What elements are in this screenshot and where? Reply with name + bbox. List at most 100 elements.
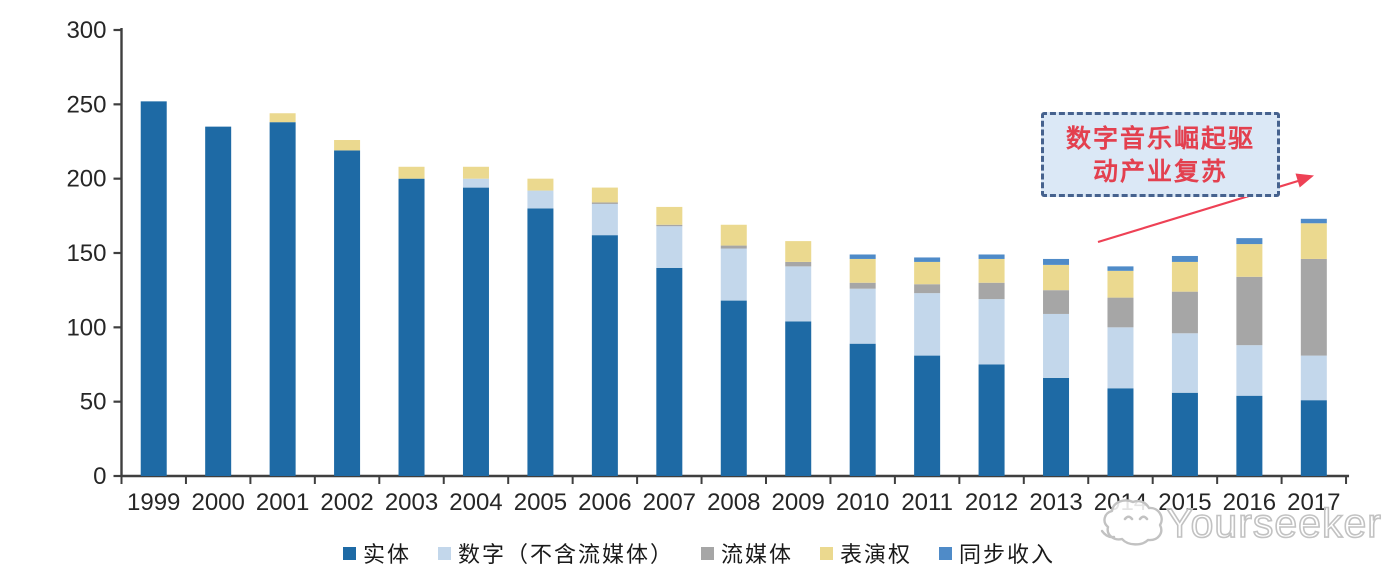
- bar-2012-sync-revenue: [978, 254, 1005, 259]
- bar-2007-physical: [656, 267, 683, 476]
- bar-2015-digital-excl-streaming: [1171, 333, 1198, 393]
- legend-label-performance-rights: 表演权: [840, 543, 913, 568]
- bar-2014-streaming: [1107, 297, 1134, 328]
- legend: 实体 数字（不含流媒体） 流媒体 表演权 同步收入: [0, 537, 1398, 569]
- bar-2006-physical: [591, 235, 618, 476]
- x-tick-label-2002: 2002: [320, 489, 373, 516]
- bar-2012-performance-rights: [978, 258, 1005, 283]
- bar-2014-digital-excl-streaming: [1107, 327, 1134, 389]
- annotation-arrow-head: [1295, 173, 1314, 188]
- y-tick-label: 150: [66, 240, 106, 267]
- x-tick-label-2004: 2004: [449, 489, 502, 516]
- bar-2009-streaming: [785, 261, 812, 267]
- bar-2017-streaming: [1300, 258, 1327, 356]
- bar-2010-physical: [849, 343, 876, 476]
- bar-2006-performance-rights: [591, 187, 618, 203]
- bar-2007-digital-excl-streaming: [656, 226, 683, 268]
- bar-2000-physical: [205, 126, 232, 476]
- bar-2012-physical: [978, 364, 1005, 476]
- annotation-text-line2: 动产业复苏: [1092, 156, 1228, 186]
- legend-label-physical: 实体: [362, 543, 411, 568]
- x-tick-label-2016: 2016: [1223, 489, 1276, 516]
- legend-label-streaming: 流媒体: [720, 543, 793, 568]
- bar-2005-digital-excl-streaming: [527, 190, 554, 209]
- legend-swatch-digital-excl-streaming: [437, 546, 451, 560]
- legend-item-performance-rights: 表演权: [820, 537, 912, 569]
- bar-2009-digital-excl-streaming: [785, 266, 812, 322]
- bar-2012-digital-excl-streaming: [978, 299, 1005, 365]
- bar-2001-physical: [269, 122, 296, 476]
- legend-item-streaming: 流媒体: [700, 537, 793, 569]
- y-tick-label: 100: [66, 314, 106, 341]
- bar-2016-physical: [1236, 395, 1263, 476]
- y-tick-label: 0: [93, 463, 106, 490]
- y-tick-label: 50: [80, 389, 107, 416]
- bar-2017-physical: [1300, 400, 1327, 476]
- x-tick-label-2007: 2007: [643, 489, 696, 516]
- bar-2002-performance-rights: [334, 140, 361, 151]
- bar-2012-streaming: [978, 282, 1005, 300]
- x-tick-label-2010: 2010: [836, 489, 889, 516]
- bar-2008-digital-excl-streaming: [720, 248, 747, 301]
- bar-2015-performance-rights: [1171, 261, 1198, 292]
- x-tick-label-2001: 2001: [256, 489, 309, 516]
- bar-2015-streaming: [1171, 291, 1198, 334]
- bar-2013-streaming: [1043, 290, 1070, 314]
- legend-swatch-sync-revenue: [939, 546, 953, 560]
- bar-2004-physical: [462, 187, 489, 476]
- bar-2001-performance-rights: [269, 113, 296, 123]
- x-tick-label-2009: 2009: [772, 489, 825, 516]
- bar-2011-performance-rights: [914, 261, 941, 285]
- bar-2017-performance-rights: [1300, 223, 1327, 259]
- x-tick-label-2006: 2006: [578, 489, 631, 516]
- legend-label-sync-revenue: 同步收入: [959, 543, 1056, 568]
- x-tick-label-2005: 2005: [514, 489, 567, 516]
- x-tick-label-2017: 2017: [1287, 489, 1340, 516]
- bar-2013-physical: [1043, 377, 1070, 476]
- legend-swatch-streaming: [700, 546, 714, 560]
- bar-2008-streaming: [720, 245, 747, 249]
- bar-2016-streaming: [1236, 276, 1263, 346]
- x-tick-label-2003: 2003: [385, 489, 438, 516]
- bar-2008-performance-rights: [720, 224, 747, 246]
- bar-2005-performance-rights: [527, 178, 554, 191]
- x-tick-label-2012: 2012: [965, 489, 1018, 516]
- bar-2016-performance-rights: [1236, 244, 1263, 277]
- bar-2016-digital-excl-streaming: [1236, 345, 1263, 396]
- x-tick-label-2000: 2000: [191, 489, 244, 516]
- bar-2015-physical: [1171, 392, 1198, 476]
- x-tick-label-2015: 2015: [1158, 489, 1211, 516]
- bar-2003-physical: [398, 178, 425, 476]
- bar-2006-digital-excl-streaming: [591, 203, 618, 236]
- bar-2017-digital-excl-streaming: [1300, 355, 1327, 401]
- bar-2013-sync-revenue: [1043, 258, 1070, 265]
- legend-item-sync-revenue: 同步收入: [939, 537, 1055, 569]
- bar-2010-sync-revenue: [849, 254, 876, 259]
- annotation-callout: 数字音乐崛起驱 动产业复苏: [1041, 112, 1280, 197]
- bar-2017-sync-revenue: [1300, 218, 1327, 224]
- bar-2016-sync-revenue: [1236, 238, 1263, 245]
- bar-2014-performance-rights: [1107, 270, 1134, 298]
- bar-2013-performance-rights: [1043, 264, 1070, 291]
- legend-item-digital-excl-streaming: 数字（不含流媒体）: [437, 537, 674, 569]
- bar-2007-streaming: [656, 224, 683, 227]
- bar-2010-streaming: [849, 282, 876, 289]
- bar-2011-physical: [914, 355, 941, 476]
- bar-2004-digital-excl-streaming: [462, 178, 489, 188]
- x-tick-label-2011: 2011: [901, 489, 953, 516]
- yourseeker-logo-icon: [1100, 499, 1163, 546]
- bar-2010-digital-excl-streaming: [849, 288, 876, 344]
- bar-2005-physical: [527, 208, 554, 476]
- bar-2011-streaming: [914, 284, 941, 294]
- legend-item-physical: 实体: [342, 537, 411, 569]
- bar-2009-physical: [785, 321, 812, 476]
- bar-1999-physical: [140, 101, 167, 477]
- legend-swatch-physical: [342, 546, 356, 560]
- legend-swatch-performance-rights: [820, 546, 833, 560]
- bar-2014-physical: [1107, 388, 1134, 476]
- bar-2013-digital-excl-streaming: [1043, 313, 1070, 378]
- bar-2015-sync-revenue: [1171, 255, 1198, 262]
- bar-2008-physical: [720, 300, 747, 476]
